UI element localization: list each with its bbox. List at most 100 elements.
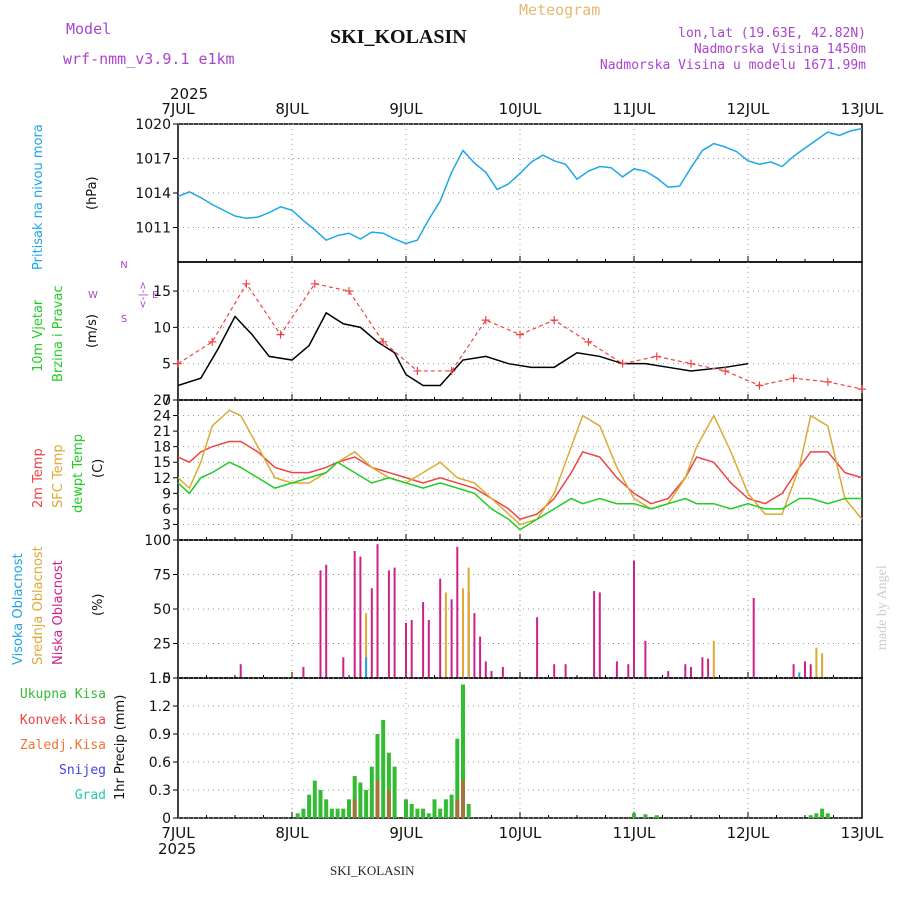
footer-title: SKI_KOLASIN: [330, 863, 415, 878]
bar: [632, 813, 636, 818]
gust-marker: [481, 316, 490, 325]
y-tick-label: 0.6: [149, 755, 171, 771]
bar: [312, 780, 317, 818]
lonlat-label: lon,lat (19.63E, 42.82N): [678, 26, 866, 41]
bar: [804, 661, 806, 678]
cloud-mid-label: Srednja Oblacnost: [31, 546, 46, 665]
bar: [462, 588, 464, 678]
bar: [455, 799, 460, 818]
bar: [752, 597, 755, 678]
bar: [684, 664, 687, 678]
y-tick-label: 0.3: [149, 783, 171, 799]
x-tick-label-bottom: 8JUL: [275, 824, 309, 842]
gust-marker: [687, 359, 695, 368]
gust-marker: [174, 359, 182, 368]
gust-marker: [379, 337, 388, 346]
bar: [438, 808, 443, 818]
bar: [415, 808, 420, 818]
bar: [821, 653, 824, 678]
page-title: SKI_KOLASIN: [330, 26, 467, 48]
y-tick-label: 0: [162, 393, 171, 409]
bar: [353, 551, 356, 678]
bar: [393, 567, 396, 678]
bar: [449, 794, 454, 818]
gust-marker: [208, 337, 217, 346]
bar: [484, 661, 487, 678]
bar: [301, 808, 306, 818]
bar: [701, 657, 704, 678]
y-tick-label: 9: [162, 486, 171, 502]
bar: [364, 790, 369, 818]
bar: [422, 602, 425, 678]
bar: [501, 666, 504, 678]
bar: [352, 776, 357, 818]
panel-precip: 0 0.3 0.6 0.9 1.2 1.5: [149, 671, 863, 827]
bar: [409, 804, 414, 818]
y-tick-label: 12: [153, 471, 171, 487]
bar: [456, 546, 459, 678]
gust-marker: [345, 287, 353, 296]
bar: [814, 813, 819, 818]
bar: [342, 657, 345, 678]
bar: [667, 671, 670, 678]
x-tick-label-top: 10JUL: [499, 100, 542, 118]
bar: [792, 664, 795, 678]
compass-w: W: [88, 290, 98, 301]
gust-marker: [858, 385, 866, 394]
y-tick-label: 0: [162, 811, 171, 827]
model-label: Model: [66, 20, 111, 38]
temp-unit: (C): [91, 459, 106, 478]
cloud-low-label: Niska Oblacnost: [51, 560, 66, 665]
precip-unit: 1hr Precip (mm): [113, 695, 128, 800]
y-tick-label: 1017: [135, 152, 171, 168]
bar: [347, 799, 351, 818]
wind-compass: N S W E <-|->: [88, 260, 158, 325]
gust-marker: [516, 330, 524, 339]
bar: [808, 815, 813, 818]
bar: [466, 804, 471, 818]
series-line: [177, 127, 863, 245]
bar: [825, 813, 830, 818]
compass-n: N: [120, 260, 127, 271]
bar: [386, 752, 391, 818]
bar: [426, 813, 431, 818]
y-tick-label: 18: [153, 440, 171, 456]
gust-marker: [618, 359, 627, 368]
x-tick-label-top: 9JUL: [389, 100, 423, 118]
bar: [712, 640, 715, 678]
bar: [376, 544, 379, 678]
gust-marker: [413, 366, 422, 375]
bar: [432, 799, 437, 818]
gust-marker: [310, 279, 319, 288]
bar: [341, 808, 346, 818]
bar: [410, 620, 413, 678]
y-tick-label: 15: [153, 455, 171, 471]
bar: [302, 666, 305, 678]
bar: [335, 808, 340, 818]
gust-marker: [755, 381, 764, 390]
bar: [615, 661, 618, 678]
x-tick-label-bottom: 10JUL: [499, 824, 542, 842]
gust-marker: [550, 316, 559, 325]
y-tick-label: 0: [162, 671, 171, 687]
y-tick-label: 1014: [135, 186, 171, 202]
bar: [467, 567, 470, 678]
elevation-label: Nadmorska Visina 1450m: [694, 42, 866, 57]
bar: [479, 636, 482, 678]
x-tick-label-top: 13JUL: [841, 100, 884, 118]
gust-marker: [584, 337, 593, 346]
y-tick-label: 15: [153, 284, 171, 300]
bar: [370, 588, 373, 678]
bar: [404, 799, 408, 818]
bar: [564, 664, 567, 678]
bar: [392, 766, 397, 818]
bar: [239, 664, 242, 678]
bar: [798, 672, 801, 678]
temp-2m-label: 2m Temp: [31, 448, 46, 508]
gust-marker: [447, 366, 456, 375]
pressure-unit: (hPa): [85, 176, 100, 210]
y-tick-label: 1020: [135, 117, 171, 133]
precip-legend-frozen: Zaledj.Kisa: [20, 738, 106, 753]
bar: [820, 808, 825, 818]
